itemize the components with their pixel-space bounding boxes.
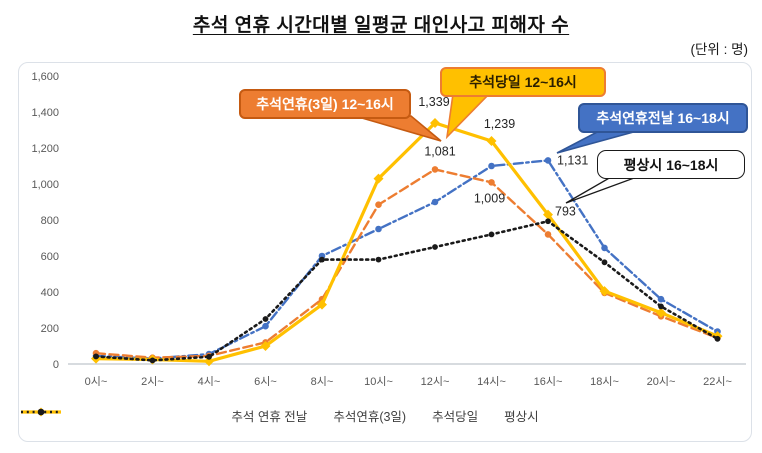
data-point-marker <box>430 117 440 128</box>
legend-item-3: 추석당일 <box>21 406 479 425</box>
data-point-marker <box>599 286 610 297</box>
data-point-marker <box>149 357 156 364</box>
y-axis-tick-label: 800 <box>41 215 59 227</box>
x-axis-tick-label: 2시~ <box>141 376 164 388</box>
y-axis-tick-label: 0 <box>53 359 59 371</box>
x-axis-tick-label: 10시~ <box>364 376 393 388</box>
data-point-marker <box>601 244 608 252</box>
data-point-marker <box>658 303 664 310</box>
data-point-marker <box>375 225 382 233</box>
x-axis-tick-label: 16시~ <box>534 376 563 388</box>
data-point-marker <box>373 173 384 184</box>
data-point-marker <box>317 299 327 310</box>
x-axis-tick-label: 12시~ <box>421 376 450 388</box>
legend-marker <box>21 408 61 416</box>
data-point-marker <box>93 353 99 360</box>
data-label: 793 <box>555 204 576 218</box>
chart-legend: 추석 연휴 전날 추석연휴(3일) 추석당일 평상시 <box>19 406 751 425</box>
x-axis-tick-label: 8시~ <box>311 376 334 388</box>
callout-normal-days: 평상시 16~18시 <box>597 150 745 179</box>
data-label: 1,239 <box>484 117 515 131</box>
callout-tail <box>565 176 638 204</box>
legend-item-1: 추석 연휴 전날 <box>21 406 308 425</box>
legend-label: 추석 연휴 전날 <box>231 410 308 424</box>
data-point-marker <box>657 295 665 303</box>
data-point-marker <box>601 259 608 266</box>
x-axis-tick-label: 18시~ <box>590 376 619 388</box>
data-point-marker <box>431 166 439 173</box>
series-line-추석연휴(3일) <box>94 168 719 359</box>
y-axis-tick-label: 1,600 <box>31 71 59 83</box>
data-point-marker <box>204 356 214 367</box>
callout-tail <box>445 93 491 140</box>
y-axis-tick-label: 600 <box>41 251 59 263</box>
y-axis-tick-label: 1,400 <box>31 107 59 119</box>
series-line-추석당일 <box>94 121 720 363</box>
data-point-marker <box>488 162 495 170</box>
series-line-추석 연휴 전날 <box>94 159 719 360</box>
x-axis-tick-label: 6시~ <box>254 376 277 388</box>
legend-label: 추석당일 <box>432 410 479 424</box>
line-chart-plot: 0 200 400 600 800 1,000 1,200 1,400 1,600 0시~ 2시~ 4… <box>31 71 746 388</box>
legend-label: 추석연휴(3일) <box>333 410 407 424</box>
data-label: 1,081 <box>424 144 455 158</box>
data-label: 1,339 <box>418 95 449 109</box>
data-point-marker <box>319 256 325 263</box>
chart-title: 추석 연휴 시간대별 일평균 대인사고 피해자 수 <box>0 10 762 37</box>
y-axis-tick-label: 200 <box>41 323 59 335</box>
data-point-marker <box>260 341 271 351</box>
data-point-marker <box>488 179 495 186</box>
legend-label: 평상시 <box>504 410 539 424</box>
callout-day-before-chuseok: 추석연휴전날 16~18시 <box>578 103 748 133</box>
data-point-marker <box>544 231 552 238</box>
data-point-marker <box>262 322 269 330</box>
y-axis-tick-label: 1,200 <box>31 143 59 155</box>
series-line-평상시 <box>94 219 719 362</box>
chart-title-text: 추석 연휴 시간대별 일평균 대인사고 피해자 수 <box>192 15 570 36</box>
chart-frame: 0 200 400 600 800 1,000 1,200 1,400 1,600 0시~ 2시~ 4… <box>18 62 752 442</box>
x-axis-tick-label: 22시~ <box>703 376 732 388</box>
x-axis-tick-label: 20시~ <box>647 376 676 388</box>
x-axis-tick-label: 0시~ <box>85 376 108 388</box>
data-point-marker <box>714 335 721 342</box>
x-axis-tick-label: 14시~ <box>477 376 506 388</box>
callout-chuseok-holiday-3days: 추석연휴(3일) 12~16시 <box>239 89 411 119</box>
unit-label: (단위 : 명) <box>690 42 748 57</box>
data-point-marker <box>431 198 439 206</box>
data-point-marker <box>488 231 495 238</box>
data-point-marker <box>206 353 212 360</box>
x-axis-tick-label: 4시~ <box>198 376 221 388</box>
data-point-marker <box>262 316 269 322</box>
legend-item-4: 평상시 <box>21 406 539 425</box>
y-axis-tick-label: 400 <box>41 287 59 299</box>
data-point-marker <box>543 209 553 220</box>
data-point-marker <box>432 244 438 250</box>
data-point-marker <box>375 201 382 208</box>
data-point-marker <box>656 307 666 318</box>
data-label: 1,131 <box>557 153 588 167</box>
data-point-marker <box>544 157 552 164</box>
callout-chuseok-day: 추석당일 12~16시 <box>440 67 606 97</box>
data-label: 1,009 <box>474 191 505 205</box>
legend-item-2: 추석연휴(3일) <box>21 406 407 425</box>
data-point-marker <box>486 135 497 146</box>
y-axis-tick-label: 1,000 <box>31 179 59 191</box>
data-point-marker <box>375 256 382 263</box>
data-point-marker <box>545 218 551 225</box>
